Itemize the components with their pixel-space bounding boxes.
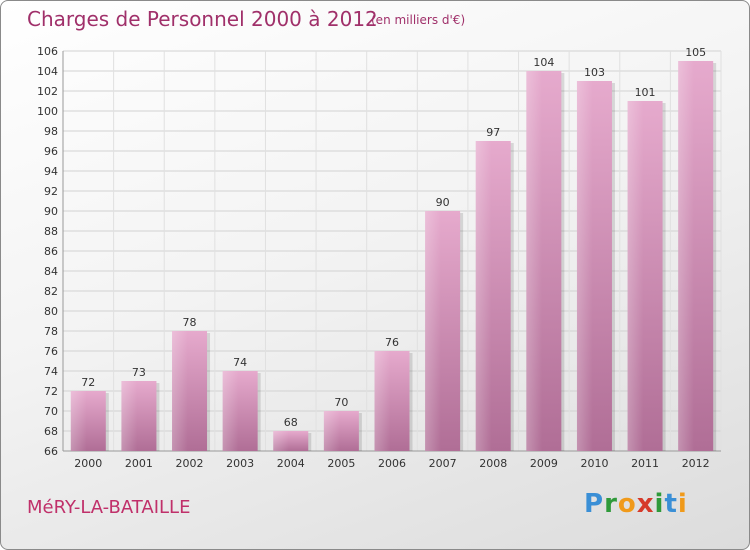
y-tick-label: 106 (37, 45, 58, 58)
y-tick-label: 102 (37, 85, 58, 98)
y-tick-label: 90 (44, 205, 58, 218)
data-label: 90 (436, 196, 450, 209)
data-label: 105 (685, 46, 706, 59)
data-label: 73 (132, 366, 146, 379)
data-label: 70 (334, 396, 348, 409)
data-label: 104 (533, 56, 554, 69)
bar-highlight (273, 431, 290, 451)
x-tick-label: 2000 (74, 457, 102, 470)
y-tick-label: 68 (44, 425, 58, 438)
bar-highlight (374, 351, 391, 451)
x-tick-label: 2006 (378, 457, 406, 470)
x-tick-label: 2011 (631, 457, 659, 470)
y-tick-label: 100 (37, 105, 58, 118)
bars (70, 61, 717, 451)
y-tick-label: 84 (44, 265, 58, 278)
data-label: 68 (284, 416, 298, 429)
y-tick-label: 86 (44, 245, 58, 258)
y-tick-label: 94 (44, 165, 58, 178)
y-tick-label: 104 (37, 65, 58, 78)
y-tick-label: 74 (44, 365, 58, 378)
data-label: 78 (183, 316, 197, 329)
proxiti-logo: Proxiti (584, 489, 688, 519)
x-tick-label: 2007 (429, 457, 457, 470)
chart-title: Charges de Personnel 2000 à 2012 (27, 7, 378, 31)
data-label: 74 (233, 356, 247, 369)
x-tick-label: 2004 (277, 457, 305, 470)
data-label: 97 (486, 126, 500, 139)
x-tick-label: 2008 (479, 457, 507, 470)
bar-highlight (222, 371, 239, 451)
data-label: 103 (584, 66, 605, 79)
y-tick-label: 88 (44, 225, 58, 238)
x-tick-label: 2012 (682, 457, 710, 470)
bar-highlight (576, 81, 593, 451)
y-tick-label: 70 (44, 405, 58, 418)
bar-highlight (475, 141, 492, 451)
y-tick-label: 92 (44, 185, 58, 198)
y-tick-label: 66 (44, 445, 58, 458)
bar-highlight (425, 211, 441, 451)
data-label: 101 (635, 86, 656, 99)
x-tick-label: 2001 (125, 457, 153, 470)
x-tick-label: 2003 (226, 457, 254, 470)
x-tick-label: 2002 (176, 457, 204, 470)
chart-subtitle: (en milliers d'€) (371, 13, 466, 27)
y-tick-label: 96 (44, 145, 58, 158)
y-tick-label: 78 (44, 325, 58, 338)
y-tick-label: 98 (44, 125, 58, 138)
y-tick-label: 72 (44, 385, 58, 398)
bar-highlight (121, 381, 138, 451)
data-label: 72 (81, 376, 95, 389)
bar-highlight (678, 61, 694, 451)
commune-name: MéRY-LA-BATAILLE (27, 497, 191, 518)
y-tick-label: 82 (44, 285, 58, 298)
bar-highlight (70, 391, 87, 451)
bar-highlight (627, 101, 644, 451)
y-tick-label: 76 (44, 345, 58, 358)
y-tick-label: 80 (44, 305, 58, 318)
bar-highlight (526, 71, 543, 451)
x-tick-label: 2009 (530, 457, 558, 470)
x-tick-label: 2005 (327, 457, 355, 470)
bar-highlight (172, 331, 188, 451)
bar-highlight (323, 411, 340, 451)
data-labels: 72 73 78 74 68 70 76 90 97 104 103 101 105 (81, 46, 706, 429)
x-tick-label: 2010 (580, 457, 608, 470)
axes: 66 68 70 72 74 76 78 80 82 84 86 88 90 92 94 96 98 100 102… (37, 45, 721, 470)
data-label: 76 (385, 336, 399, 349)
